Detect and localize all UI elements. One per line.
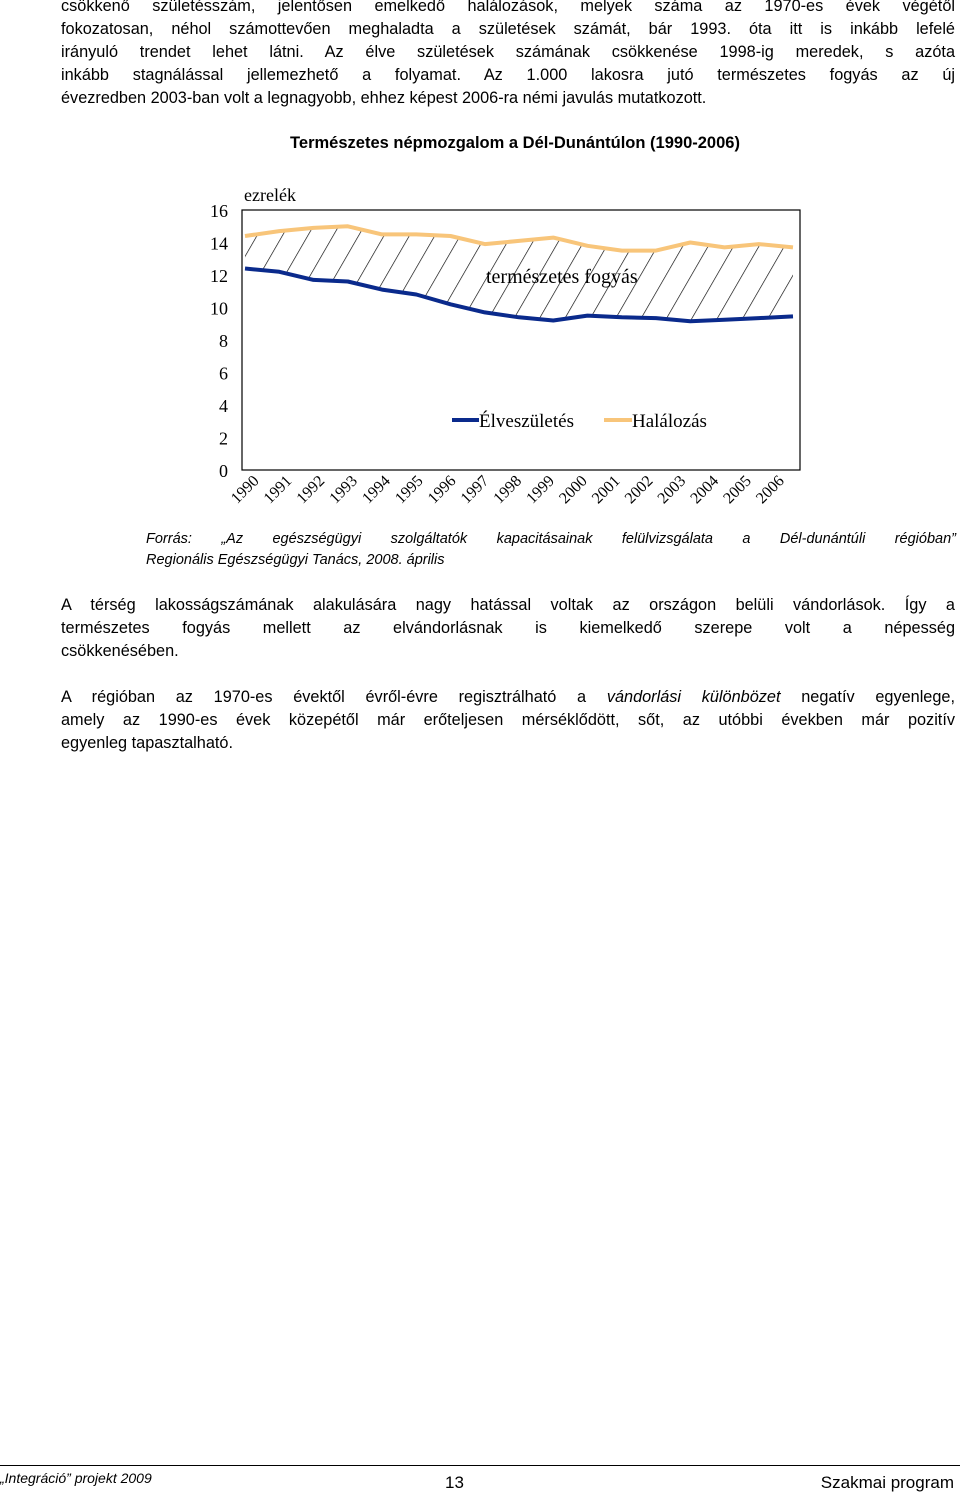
y-tick-label: 2 — [219, 429, 228, 449]
x-tick-label: 1995 — [392, 472, 427, 507]
y-tick-label: 10 — [210, 299, 228, 319]
natural-decrease-area — [245, 226, 793, 322]
x-tick-label: 2006 — [753, 472, 788, 507]
x-tick-label: 2002 — [622, 472, 657, 507]
x-tick-label: 1998 — [490, 472, 525, 507]
paragraph-migration: A térség lakosságszámának alakulására na… — [61, 594, 955, 663]
series-line-elveszuletes — [244, 266, 794, 324]
x-tick-label: 1991 — [261, 472, 296, 507]
paragraph-line: A térség lakosságszámának alakulására na… — [61, 596, 955, 614]
text-run: A régióban az 1970-es évektől évről-évre… — [61, 688, 607, 706]
series-line-halalozas — [244, 224, 794, 253]
paragraph-line: egyenleg tapasztalható. — [61, 734, 233, 752]
intro-line: évezredben 2003-ban volt a legnagyobb, e… — [61, 89, 707, 107]
text-run: negatív egyenlege, — [780, 688, 955, 706]
intro-line: inkább stagnálással jellemezhető a folya… — [61, 66, 955, 84]
x-tick-label: 2004 — [687, 472, 722, 507]
x-tick-label: 1990 — [228, 472, 263, 507]
y-tick-label: 16 — [210, 201, 228, 221]
y-tick-label: 4 — [219, 396, 228, 416]
intro-line: csökkenő születésszám, jelentősen emelke… — [61, 0, 955, 15]
x-tick-label: 2005 — [720, 472, 755, 507]
chart-title: Természetes népmozgalom a Dél-Dunántúlon… — [290, 134, 740, 152]
footer-project: „Integráció” projekt 2009 — [0, 1470, 152, 1486]
annotation-natural-decrease: természetes fogyás — [486, 266, 638, 288]
y-tick-label: 6 — [219, 364, 228, 384]
source-note: Forrás: „Az egészségügyi szolgáltatók ka… — [146, 529, 956, 571]
paragraph-line: amely az 1990-es évek közepétől már erőt… — [61, 711, 955, 729]
intro-line: irányuló trendet lehet látni. Az élve sz… — [61, 43, 955, 61]
footer-divider — [0, 1465, 960, 1466]
emphasis-term: vándorlási különbözet — [606, 688, 781, 706]
intro-paragraph: csökkenő születésszám, jelentősen emelke… — [61, 0, 955, 110]
source-line: Forrás: „Az egészségügyi szolgáltatók ka… — [146, 531, 956, 547]
x-tick-label: 1992 — [294, 472, 329, 507]
footer-section: Szakmai program — [820, 1473, 954, 1492]
source-line: Regionális Egészségügyi Tanács, 2008. áp… — [146, 552, 445, 568]
paragraph-line: természetes fogyás mellett az elvándorlá… — [61, 619, 955, 637]
x-tick-label: 1993 — [326, 472, 361, 507]
y-tick-label: 8 — [219, 331, 228, 351]
x-tick-label: 1996 — [425, 472, 460, 507]
y-tick-label: 12 — [210, 266, 228, 286]
paragraph-migration-balance: A régióban az 1970-es évektől évről-évre… — [61, 686, 955, 755]
paragraph-line: A régióban az 1970-es évektől évről-évre… — [61, 686, 955, 709]
x-tick-label: 2001 — [589, 472, 624, 507]
intro-line: fokozatosan, néhol számottevően meghalad… — [61, 20, 955, 38]
legend-title: ezrelék — [244, 185, 296, 205]
y-tick-label: 0 — [219, 461, 228, 481]
paragraph-line: csökkenésében. — [61, 642, 179, 660]
y-tick-label: 14 — [210, 234, 228, 254]
x-tick-label: 1994 — [359, 472, 394, 507]
x-tick-label: 1997 — [458, 472, 493, 507]
x-tick-label: 2000 — [556, 472, 591, 507]
x-tick-label: 1999 — [523, 472, 558, 507]
legend: Élveszületés Halálozás — [452, 410, 707, 432]
legend-label-elveszuletes: Élveszületés — [479, 410, 574, 432]
page-number: 13 — [445, 1473, 464, 1492]
x-tick-label: 2003 — [655, 472, 690, 507]
legend-label-halalozas: Halálozás — [632, 411, 707, 432]
